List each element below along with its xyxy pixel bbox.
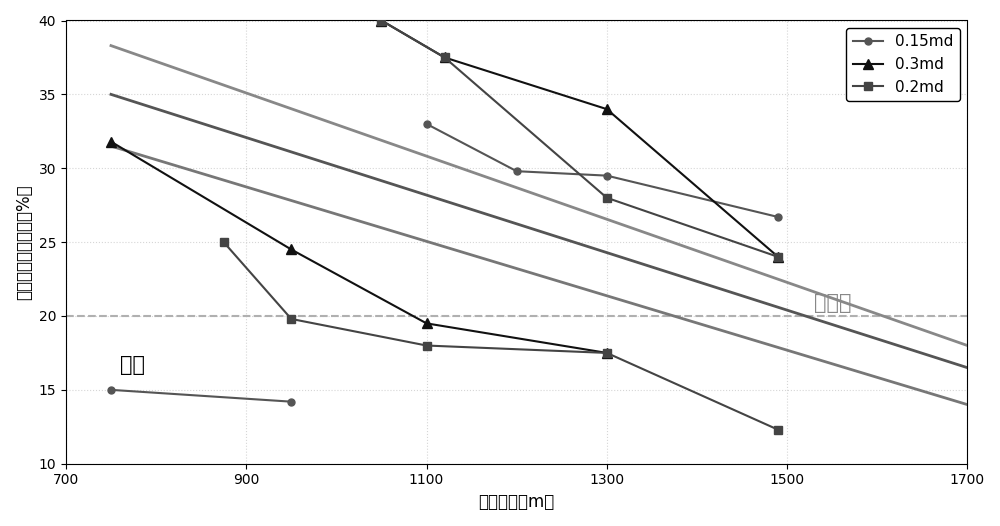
0.2md [421,342,433,349]
0.2md [285,316,297,322]
Text: 水平井: 水平井 [814,292,852,312]
0.15md [105,387,117,393]
Line: 0.15md: 0.15md [108,387,295,405]
0.2md [601,350,613,356]
0.3md [285,246,297,252]
Legend: 0.15md, 0.3md, 0.2md: 0.15md, 0.3md, 0.2md [846,28,960,100]
Line: 0.3md: 0.3md [106,137,612,358]
Y-axis label: 稳产期末采出程度（%）: 稳产期末采出程度（%） [15,184,33,300]
0.2md [772,427,784,433]
0.3md [601,350,613,356]
0.15md [285,399,297,405]
0.3md [421,320,433,327]
0.3md [105,138,117,145]
0.2md [218,239,230,245]
Line: 0.2md: 0.2md [220,238,782,434]
X-axis label: 井控半径（m）: 井控半径（m） [479,493,555,511]
Text: 直井: 直井 [120,355,145,375]
